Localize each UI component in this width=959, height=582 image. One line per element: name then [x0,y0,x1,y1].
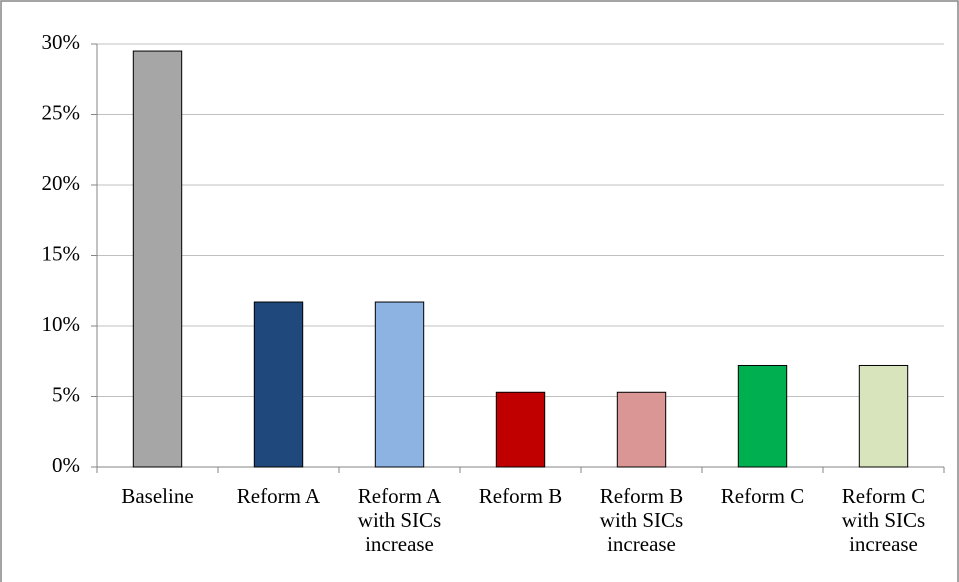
bar [858,364,909,468]
x-tick-label: Reform A [236,484,321,508]
x-tick-label: Reform C [720,484,805,508]
y-tick-label: 15% [42,241,81,265]
y-tick-label: 5% [52,382,80,406]
x-tick-label: Baseline [121,484,194,508]
bar [374,301,425,468]
x-tick-label: Reform C with SICs increase [841,484,926,556]
y-tick-label: 0% [52,453,80,477]
bar [132,50,183,468]
y-tick-label: 25% [42,100,81,124]
bar [495,391,546,468]
y-tick-label: 10% [42,312,81,336]
x-tick-label: Reform B with SICs increase [599,484,684,556]
bar [616,391,667,468]
x-tick-label: Reform B [478,484,563,508]
bar [737,364,788,468]
bar [253,301,304,468]
x-tick-label: Reform A with SICs increase [357,484,442,556]
y-tick-label: 20% [42,171,81,195]
y-tick-label: 30% [42,30,81,54]
